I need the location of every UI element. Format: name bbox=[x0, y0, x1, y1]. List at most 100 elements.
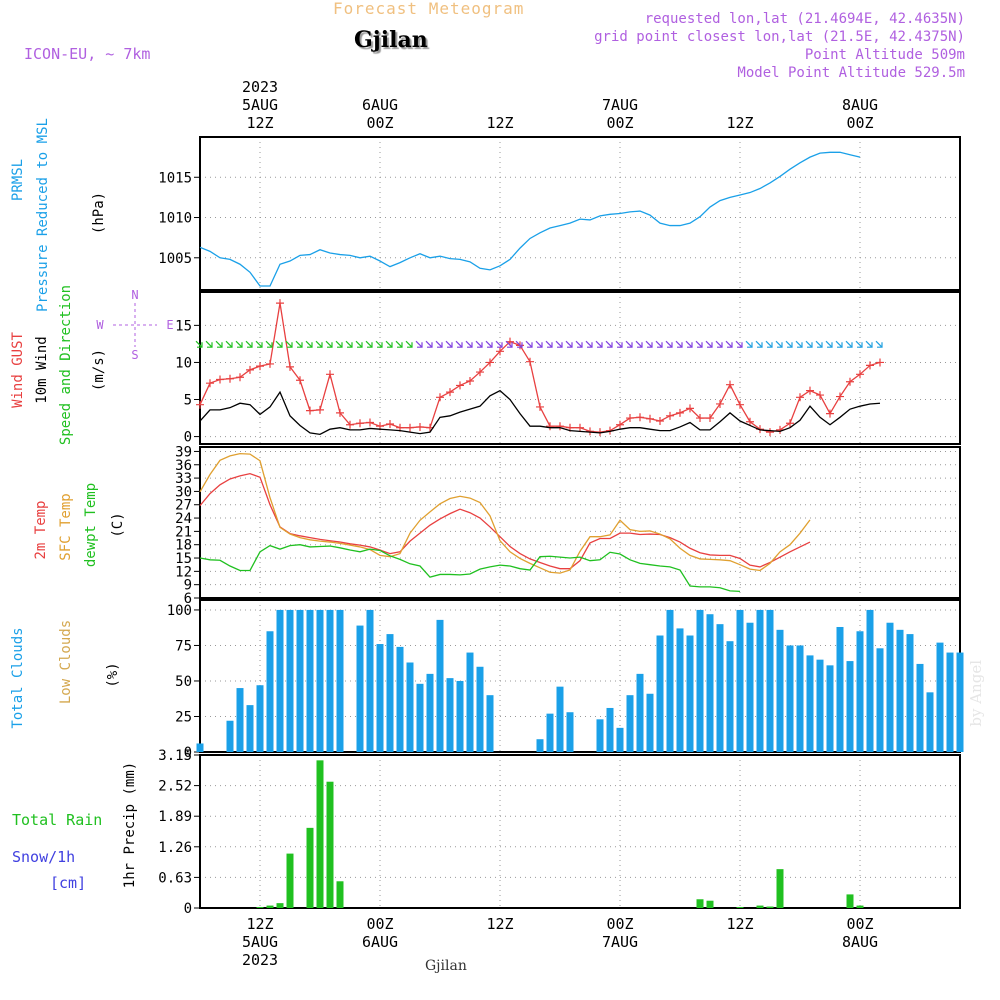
bottom-date-label: 8AUG bbox=[842, 933, 878, 951]
cloud-bar bbox=[306, 609, 314, 752]
compass-cross bbox=[113, 303, 157, 347]
compass-south: S bbox=[131, 348, 138, 362]
cloud-bar bbox=[316, 609, 324, 752]
gust-point bbox=[366, 418, 374, 427]
wind-arrow bbox=[815, 340, 823, 348]
rain-label: Total Rain bbox=[12, 811, 102, 829]
gust-point bbox=[726, 380, 734, 389]
cloud-bar bbox=[256, 685, 264, 752]
cloud-bar bbox=[486, 695, 494, 752]
cloud-bar bbox=[896, 629, 904, 752]
rain-bar bbox=[276, 903, 284, 908]
cloud-bar bbox=[826, 665, 834, 752]
rain-bar bbox=[286, 853, 294, 908]
wind-arrow bbox=[515, 340, 523, 348]
gust-point bbox=[436, 393, 444, 402]
top-time-label: 00Z bbox=[846, 114, 873, 132]
wind-dir-label: Speed and Direction bbox=[58, 285, 74, 445]
wind-arrow bbox=[585, 340, 593, 348]
rain-bar bbox=[736, 907, 744, 908]
cloud-bar bbox=[546, 713, 554, 752]
wind-arrow bbox=[255, 340, 263, 348]
snow-label: Snow/1h bbox=[12, 848, 75, 866]
gust-point bbox=[226, 374, 234, 383]
rain-bar bbox=[326, 781, 334, 908]
wind-arrow bbox=[635, 340, 643, 348]
wind-arrow bbox=[725, 340, 733, 348]
series-line-pressure-0 bbox=[199, 151, 861, 287]
grid-point-coords: grid point closest lon,lat (21.5E, 42.43… bbox=[594, 29, 965, 45]
rain-bar bbox=[776, 869, 784, 908]
rain-bar bbox=[766, 906, 774, 908]
rain-bar bbox=[756, 905, 764, 908]
cloud-bar bbox=[236, 688, 244, 752]
gust-point bbox=[246, 365, 254, 374]
wind-arrow bbox=[845, 340, 853, 348]
cloud-bar bbox=[606, 707, 614, 752]
gust-point bbox=[416, 422, 424, 431]
y-tick-label: 75 bbox=[175, 638, 192, 654]
bottom-time-label: 00Z bbox=[606, 915, 633, 933]
cloud-bar bbox=[866, 609, 874, 752]
wind-unit: (m/s) bbox=[91, 349, 107, 391]
gust-point bbox=[406, 423, 414, 432]
cloud-bar bbox=[706, 614, 714, 752]
cloud-bar bbox=[296, 609, 304, 752]
wind-arrow bbox=[865, 340, 873, 348]
wind-arrow bbox=[225, 340, 233, 348]
gust-point bbox=[356, 419, 364, 428]
cloud-bar bbox=[386, 634, 394, 752]
wind-arrow bbox=[355, 340, 363, 348]
cloud-bar bbox=[646, 693, 654, 752]
wind-arrow bbox=[795, 340, 803, 348]
rain-bar bbox=[336, 881, 344, 908]
gust-point bbox=[676, 408, 684, 417]
y-tick-label: 6 bbox=[184, 591, 192, 607]
gust-point bbox=[486, 358, 494, 367]
cloud-bar bbox=[326, 609, 334, 752]
gust-point bbox=[506, 337, 514, 346]
cloud-bar bbox=[746, 622, 754, 752]
wind-arrow bbox=[625, 340, 633, 348]
footer-location: Gjilan bbox=[425, 958, 467, 974]
top-time-label: 12Z bbox=[246, 114, 273, 132]
gust-point bbox=[576, 423, 584, 432]
y-tick-label: 1010 bbox=[158, 211, 192, 227]
wind-arrow bbox=[375, 340, 383, 348]
cloud-bar bbox=[396, 646, 404, 752]
series-line-wind-0 bbox=[199, 303, 881, 433]
wind-arrow bbox=[425, 340, 433, 348]
wind-arrow bbox=[435, 340, 443, 348]
wind-arrow bbox=[575, 340, 583, 348]
cloud-bar bbox=[226, 720, 234, 752]
y-tick-label: 15 bbox=[175, 318, 192, 334]
wind-arrow bbox=[345, 340, 353, 348]
requested-coords: requested lon,lat (21.4694E, 42.4635N) bbox=[644, 11, 965, 27]
y-tick-label: 24 bbox=[175, 511, 192, 527]
gust-point bbox=[286, 362, 294, 371]
pressure-label-1: PRMSL bbox=[10, 159, 26, 201]
rain-bar bbox=[306, 827, 314, 908]
cloud-bar bbox=[766, 609, 774, 752]
cloud-bar bbox=[946, 652, 954, 752]
wind-arrow bbox=[835, 340, 843, 348]
gust-label: Wind GUST bbox=[10, 332, 26, 408]
top-date-label: 7AUG bbox=[602, 96, 638, 114]
gust-point bbox=[856, 370, 864, 379]
cloud-bar bbox=[786, 645, 794, 752]
y-tick-label: 0 bbox=[184, 430, 192, 446]
wind-arrow bbox=[775, 340, 783, 348]
y-tick-label: 18 bbox=[175, 538, 192, 554]
gust-point bbox=[816, 391, 824, 400]
cloud-bar bbox=[666, 609, 674, 752]
cloud-bar bbox=[336, 609, 344, 752]
cloud-bar bbox=[286, 609, 294, 752]
gust-point bbox=[496, 347, 504, 356]
gust-point bbox=[646, 414, 654, 423]
gust-point bbox=[786, 419, 794, 428]
bottom-date-label: 7AUG bbox=[602, 933, 638, 951]
gust-point bbox=[806, 386, 814, 395]
panel-frame-temperature bbox=[199, 446, 961, 599]
y-tick-label: 30 bbox=[175, 484, 192, 500]
series-line-temperature-0 bbox=[199, 472, 811, 570]
